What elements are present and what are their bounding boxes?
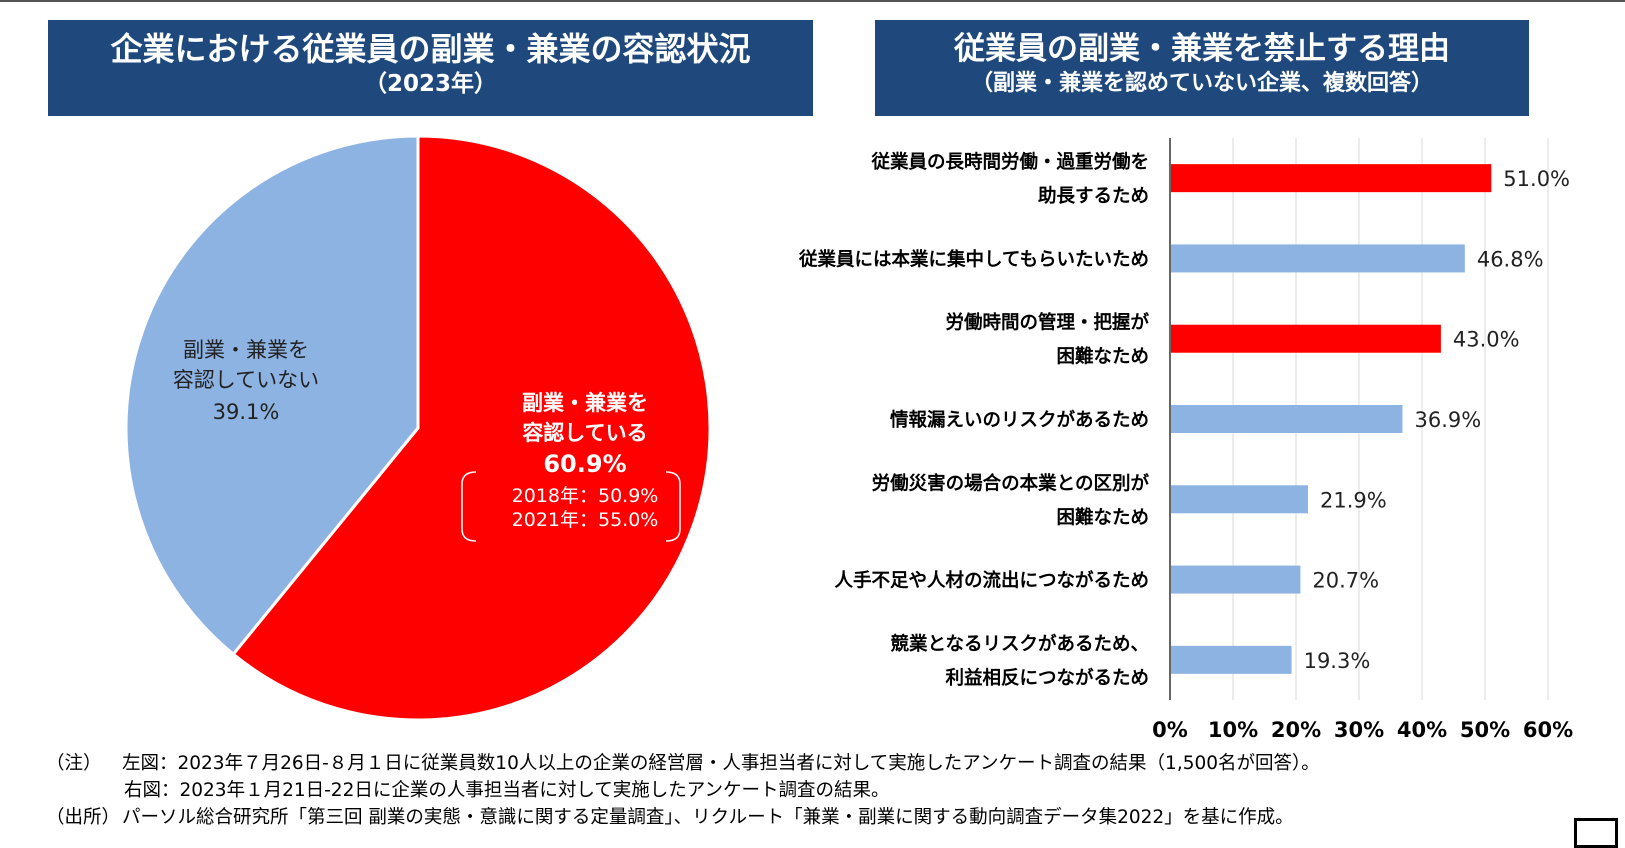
top-rule bbox=[0, 0, 1625, 2]
bar-value-label: 46.8% bbox=[1477, 247, 1544, 271]
source-text: パーソル総合研究所「第三回 副業の実態・意識に関する定量調査」、リクルート「兼業… bbox=[122, 807, 1294, 828]
note-label: （注） bbox=[46, 753, 102, 774]
bar-6 bbox=[1171, 645, 1292, 674]
pie-slice-1-value: 39.1% bbox=[213, 400, 280, 424]
pie-slice-0-label: 容認している bbox=[522, 421, 647, 445]
bar-chart: 0% 10% 20% 30% 40% 50% 60% 51.0% 従業員の長時間労働・過重労働を… bbox=[798, 138, 1573, 742]
pie-slice-0-label: 副業・兼業を bbox=[522, 391, 648, 415]
source-label: （出所） bbox=[46, 807, 121, 828]
pie-history-value: 2021年：55.0% bbox=[512, 509, 659, 531]
note-right-figure: 右図：2023年１月21日-22日に企業の人事担当者に対して実施したアンケート調… bbox=[124, 780, 890, 801]
category-label: 労働時間の管理・把握が bbox=[945, 312, 1149, 334]
category-label: 困難なため bbox=[1056, 346, 1149, 368]
pie-chart: 副業・兼業を容認している60.9%2018年：50.9%2021年：55.0%副… bbox=[124, 134, 712, 722]
x-tick-label: 40% bbox=[1397, 718, 1447, 742]
pie-chart-title: 企業における従業員の副業・兼業の容認状況 bbox=[110, 30, 751, 68]
category-label: 従業員には本業に集中してもらいたいため bbox=[798, 248, 1149, 270]
bar-value-label: 21.9% bbox=[1320, 488, 1387, 512]
bar-value-label: 43.0% bbox=[1453, 328, 1520, 352]
bar-value-label: 51.0% bbox=[1503, 167, 1570, 191]
x-tick-label: 30% bbox=[1334, 718, 1384, 742]
bar-value-label: 36.9% bbox=[1414, 408, 1481, 432]
pie-slice-0-value: 60.9% bbox=[543, 450, 626, 478]
x-tick-label: 60% bbox=[1523, 718, 1573, 742]
note-left-figure: 左図：2023年７月26日-８月１日に従業員数10人以上の企業の経営層・人事担当… bbox=[122, 753, 1320, 774]
category-label: 労働災害の場合の本業との区別が bbox=[872, 472, 1150, 494]
bar-chart-title: 従業員の副業・兼業を禁止する理由 bbox=[954, 31, 1450, 67]
bar-chart-title-box: 従業員の副業・兼業を禁止する理由 （副業・兼業を認めていない企業、複数回答） bbox=[875, 20, 1529, 116]
pie-chart-title-box: 企業における従業員の副業・兼業の容認状況 （2023年） bbox=[48, 20, 813, 116]
bar-2 bbox=[1171, 324, 1441, 353]
page-number-box bbox=[1574, 818, 1618, 848]
pie-history-value: 2018年：50.9% bbox=[512, 485, 659, 507]
pie-slice-1 bbox=[124, 134, 420, 657]
category-label: 従業員の長時間労働・過重労働を bbox=[870, 151, 1149, 173]
category-label: 助長するため bbox=[1038, 185, 1149, 207]
x-tick-label: 50% bbox=[1460, 718, 1510, 742]
history-bracket-left bbox=[461, 471, 477, 542]
pie-slice-0 bbox=[231, 134, 712, 722]
category-label: 困難なため bbox=[1056, 506, 1149, 528]
bar-value-label: 19.3% bbox=[1304, 649, 1371, 673]
x-tick-label: 20% bbox=[1271, 718, 1321, 742]
category-label: 人手不足や人材の流出につながるため bbox=[834, 570, 1149, 592]
bar-0 bbox=[1171, 164, 1492, 193]
category-label: 情報漏えいのリスクがあるため bbox=[890, 409, 1149, 431]
bar-value-label: 20.7% bbox=[1312, 569, 1379, 593]
bar-1 bbox=[1171, 244, 1465, 273]
bar-5 bbox=[1171, 565, 1301, 594]
bar-3 bbox=[1171, 405, 1403, 433]
footnotes: （注） 左図：2023年７月26日-８月１日に従業員数10人以上の企業の経営層・… bbox=[46, 750, 1320, 831]
bar-chart-subtitle: （副業・兼業を認めていない企業、複数回答） bbox=[970, 71, 1433, 96]
pie-chart-subtitle: （2023年） bbox=[363, 71, 497, 97]
category-label: 利益相反につながるため bbox=[945, 667, 1149, 689]
history-bracket-right bbox=[665, 471, 681, 542]
category-label: 競業となるリスクがあるため、 bbox=[891, 633, 1149, 655]
bar-4 bbox=[1171, 485, 1308, 514]
pie-slice-1-label: 副業・兼業を bbox=[183, 338, 309, 362]
x-tick-label: 10% bbox=[1208, 718, 1258, 742]
pie-slice-1-label: 容認していない bbox=[173, 368, 319, 392]
x-tick-label: 0% bbox=[1152, 718, 1188, 742]
